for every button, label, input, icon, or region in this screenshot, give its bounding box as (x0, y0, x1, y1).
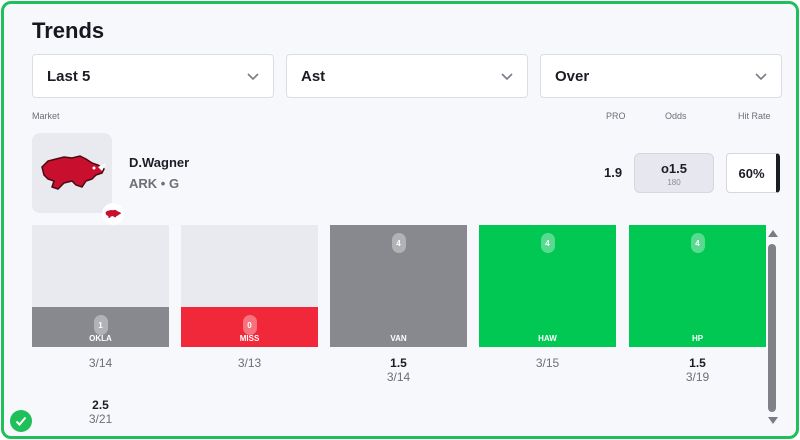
team-badge (102, 203, 124, 225)
game-line: 2.5 (92, 398, 109, 412)
stat-dropdown-value: Ast (301, 67, 326, 85)
chevron-down-icon (755, 73, 767, 81)
odds-header: Odds (665, 111, 687, 121)
hit-rate-header: Hit Rate (738, 111, 771, 121)
game-meta: 3/15 (479, 356, 616, 370)
chevron-down-icon (501, 73, 513, 81)
player-name: D.Wagner (129, 155, 190, 170)
game-bar[interactable]: 0 MISS (181, 225, 318, 347)
game-meta: 3/13 (181, 356, 318, 370)
opponent-label: HAW (538, 334, 557, 343)
player-team-position: ARK • G (129, 176, 180, 191)
game-date: 3/13 (237, 356, 262, 370)
game-bar[interactable]: 4 HP (629, 225, 766, 347)
value-pill: 4 (391, 233, 406, 253)
razorback-logo-icon (105, 209, 121, 218)
game-bars: 1 OKLA 0 MISS 4 VAN 4 HAW 4 HP (32, 225, 768, 347)
bar-fill: 4 HP (629, 225, 766, 347)
direction-dropdown-value: Over (555, 67, 590, 85)
odds-price: 180 (667, 178, 681, 187)
opponent-label: HP (691, 334, 704, 343)
direction-dropdown[interactable]: Over (540, 54, 782, 98)
bar-fill: 4 VAN (330, 225, 467, 347)
pro-header: PRO (606, 111, 626, 121)
game-bar[interactable]: 4 VAN (330, 225, 467, 347)
razorback-logo-icon (41, 155, 106, 190)
game-line: 1.5 (390, 356, 407, 370)
bar-fill: 1 OKLA (32, 307, 169, 347)
game-date: 3/14 (386, 370, 411, 384)
hit-rate-value: 60% (726, 153, 780, 193)
game-meta: 1.5 3/19 (629, 356, 766, 384)
game-date: 3/21 (88, 412, 113, 426)
opponent-label: VAN (390, 334, 407, 343)
value-pill: 1 (93, 315, 108, 335)
odds-button[interactable]: o1.5 180 (634, 153, 714, 193)
game-meta: 1.5 3/14 (330, 356, 467, 384)
game-bar[interactable]: 4 HAW (479, 225, 616, 347)
pro-value: 1.9 (604, 165, 623, 180)
game-line: 1.5 (689, 356, 706, 370)
bar-fill: 0 MISS (181, 307, 318, 347)
opponent-label: MISS (239, 334, 260, 343)
scroll-down-arrow-icon[interactable] (768, 417, 778, 424)
game-date: 3/15 (535, 356, 560, 370)
page-title: Trends (32, 18, 105, 43)
opponent-label: OKLA (89, 334, 112, 343)
value-pill: 4 (690, 233, 705, 253)
game-date: 3/19 (685, 370, 710, 384)
player-image (32, 133, 112, 213)
checkmark-icon (10, 410, 32, 432)
odds-line: o1.5 (660, 161, 687, 176)
market-header: Market (32, 111, 60, 121)
stat-dropdown[interactable]: Ast (286, 54, 528, 98)
game-meta: 3/14 (32, 356, 169, 370)
scrollbar[interactable] (766, 226, 778, 428)
scroll-thumb[interactable] (768, 244, 776, 412)
chevron-down-icon (247, 73, 259, 81)
value-pill: 4 (540, 233, 555, 253)
game-meta: 2.5 3/21 (32, 398, 169, 426)
game-bar[interactable]: 1 OKLA (32, 225, 169, 347)
value-pill: 0 (242, 315, 257, 335)
game-date: 3/14 (88, 356, 113, 370)
scroll-up-arrow-icon[interactable] (768, 230, 778, 237)
period-dropdown-value: Last 5 (47, 67, 91, 85)
bar-fill: 4 HAW (479, 225, 616, 347)
period-dropdown[interactable]: Last 5 (32, 54, 274, 98)
